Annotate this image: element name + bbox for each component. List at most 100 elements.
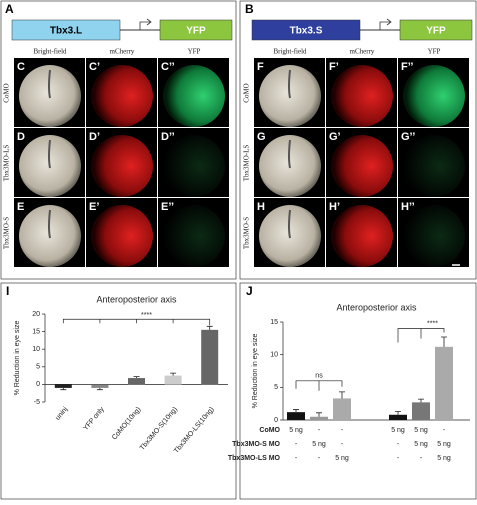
- embryo: [91, 65, 153, 127]
- embryo: [403, 135, 465, 197]
- y-axis-label: % Reduction in eye size: [14, 321, 21, 396]
- table-cell: -: [295, 441, 298, 448]
- panel-letter: J: [246, 284, 253, 298]
- image-letter: G’’: [401, 131, 415, 143]
- table-cell: 5 ng: [335, 455, 349, 462]
- chart-title: Anteroposterior axis: [96, 294, 177, 304]
- y-tick-label: 0: [36, 381, 40, 388]
- significance-bracket: [62, 318, 211, 326]
- embryo: [91, 135, 153, 197]
- construct-label: Tbx3.L: [50, 26, 82, 37]
- embryo-groove: [48, 69, 51, 99]
- image-letter: G’: [329, 131, 341, 143]
- table-row-label: Tbx3MO-LS MO: [228, 455, 281, 462]
- bar: [91, 384, 109, 388]
- image-letter: H’: [329, 201, 340, 213]
- reporter-box: [399, 19, 473, 41]
- image-letter: F: [257, 61, 264, 73]
- table-row-label: Tbx3MO-S MO: [232, 441, 280, 448]
- bar: [310, 416, 328, 420]
- bar: [412, 402, 430, 420]
- error-bar: [395, 411, 401, 415]
- row-label: Tbx3MO-S: [243, 217, 251, 249]
- table-cell: 5 ng: [414, 441, 428, 448]
- y-tick-label: 20: [32, 311, 40, 318]
- significance-label: ****: [427, 320, 438, 327]
- promoter-arrow: [139, 18, 152, 30]
- embryo: [403, 65, 465, 127]
- table-cell: -: [397, 455, 400, 462]
- y-tick-label: 10: [270, 352, 278, 359]
- error-bar: [170, 372, 177, 376]
- image-letter: E’’: [161, 201, 174, 213]
- image-letter: H’’: [401, 201, 415, 213]
- embryo-groove: [288, 139, 291, 169]
- embryo: [163, 65, 225, 127]
- significance-bracket: [397, 328, 445, 343]
- error-bar: [96, 387, 103, 391]
- embryo: [331, 205, 393, 267]
- table-cell: -: [397, 441, 400, 448]
- panel-letter: A: [5, 2, 14, 16]
- bar: [201, 329, 219, 385]
- embryo-groove: [288, 69, 291, 99]
- x-tick-label: uninj: [54, 406, 69, 422]
- x-tick-label: CoMO(10ng): [111, 406, 142, 442]
- x-tick-label: Tbx3MO-S(10ng): [139, 406, 179, 452]
- table-cell: 5 ng: [437, 441, 451, 448]
- embryo: [331, 135, 393, 197]
- x-tick-label: YFP only: [82, 406, 106, 433]
- table-cell: 5 ng: [437, 455, 451, 462]
- table-cell: 5 ng: [414, 427, 428, 434]
- bar: [54, 384, 72, 388]
- column-header: mCherry: [350, 48, 375, 56]
- y-tick-label: -5: [34, 399, 40, 406]
- embryo: [163, 205, 225, 267]
- embryo: [331, 65, 393, 127]
- promoter-arrow: [379, 18, 392, 30]
- error-bar: [339, 391, 345, 399]
- significance-bracket: [295, 380, 343, 391]
- table-row-label: CoMO: [259, 427, 280, 434]
- embryo-groove: [48, 139, 51, 169]
- column-header: YFP: [428, 48, 441, 56]
- table-cell: -: [341, 441, 344, 448]
- column-header: YFP: [188, 48, 201, 56]
- image-letter: C’’: [161, 61, 175, 73]
- bar: [435, 346, 453, 420]
- column-header: Bright-field: [33, 48, 67, 56]
- bar: [287, 412, 305, 420]
- embryo: [163, 135, 225, 197]
- y-tick-label: 5: [274, 384, 278, 391]
- table-cell: -: [318, 455, 321, 462]
- y-tick-label: 10: [32, 346, 40, 353]
- error-bar: [293, 409, 299, 413]
- table-cell: 5 ng: [289, 427, 303, 434]
- image-letter: F’’: [401, 61, 413, 73]
- error-bar: [441, 336, 447, 347]
- error-bar: [206, 325, 213, 330]
- bar: [164, 375, 182, 385]
- row-label: CoMO: [243, 83, 251, 102]
- y-tick-label: 0: [274, 417, 278, 424]
- y-axis-label: % Reduction in eye size: [252, 334, 259, 409]
- image-letter: D’: [89, 131, 100, 143]
- reporter-label: YFP: [426, 26, 446, 37]
- image-letter: G: [257, 131, 266, 143]
- column-header: mCherry: [110, 48, 135, 56]
- panel-letter: B: [245, 2, 254, 16]
- image-letter: F’: [329, 61, 339, 73]
- x-tick-label: Tbx3MO-LS(10ng): [173, 406, 216, 455]
- construct-label: Tbx3.S: [290, 26, 323, 37]
- table-cell: -: [443, 427, 446, 434]
- embryo: [403, 205, 465, 267]
- bar: [128, 378, 145, 385]
- row-label: Tbx3MO-LS: [243, 145, 251, 182]
- image-letter: D’’: [161, 131, 175, 143]
- significance-label: ns: [315, 373, 323, 380]
- image-letter: H: [257, 201, 265, 213]
- table-cell: 5 ng: [391, 427, 405, 434]
- embryo-groove: [288, 209, 291, 239]
- row-label: Tbx3MO-S: [3, 217, 11, 249]
